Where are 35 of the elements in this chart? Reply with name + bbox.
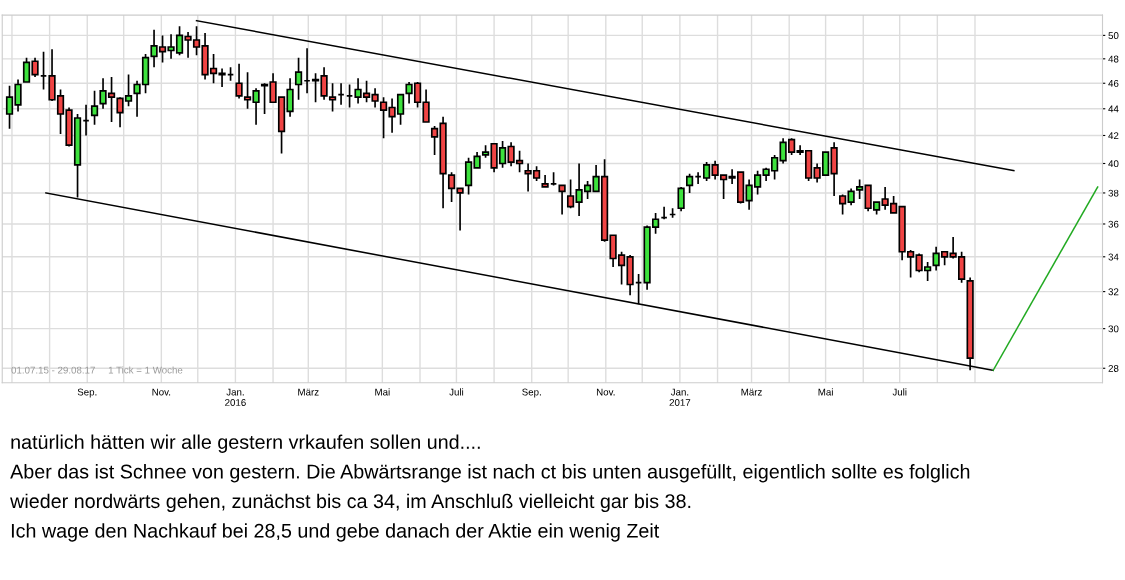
- y-tick-label: 38: [1108, 189, 1119, 197]
- y-tick-label: 46: [1108, 79, 1119, 87]
- x-tick-label: Sep.: [522, 388, 541, 398]
- y-tick-label: 32: [1108, 288, 1119, 296]
- x-tick-label: Mai: [375, 388, 390, 396]
- x-tick-label: Jan. 2016: [225, 388, 246, 406]
- x-tick-label: März: [298, 388, 319, 396]
- x-tick-label: Juli: [449, 388, 464, 396]
- y-tick-label: 40: [1108, 160, 1119, 168]
- y-tick-label: 34: [1108, 253, 1119, 261]
- x-tick-label: Juli: [892, 388, 907, 396]
- text: wieder nordwärts gehen, zunächst bis ca 34, im Anschluß vielleicht gar bis 38.: [10, 493, 691, 513]
- y-tick-label: 44: [1108, 105, 1119, 113]
- annotation: 01.07.15 - 29.08.17: [11, 366, 95, 374]
- x-tick-label: Nov.: [152, 388, 171, 396]
- candlestick: [90, 89, 99, 126]
- y-tick-label: 36: [1108, 220, 1119, 228]
- y-tick-label: 48: [1108, 55, 1119, 63]
- candlestick: [685, 172, 694, 194]
- x-tick-label: Nov.: [596, 388, 615, 396]
- x-tick-label: Jan. 2017: [669, 388, 691, 406]
- text: Ich wage den Nachkauf bei 28,5 und gebe danach der Aktie ein wenig Zeit: [11, 523, 660, 542]
- x-tick-label: Sep.: [77, 388, 97, 398]
- x-tick-label: Mai: [818, 388, 833, 396]
- text: natürlich hätten wir alle gestern vrkaufen sollen und....: [11, 434, 480, 453]
- x-tick-label: März: [741, 388, 762, 396]
- candlestick: [677, 186, 685, 213]
- text: Aber das ist Schnee von gestern. Die Abwärtsrange ist nach ct bis unten ausgefüllt, eigentlich sollte es folglich: [10, 464, 970, 483]
- candlestick: [294, 56, 303, 101]
- y-tick-label: 50: [1108, 32, 1119, 39]
- y-tick-label: 28: [1108, 365, 1119, 372]
- candlestick: [558, 184, 566, 216]
- y-tick-label: 30: [1108, 325, 1119, 333]
- annotation: 1 Tick = 1 Woche: [108, 366, 183, 374]
- y-tick-label: 42: [1108, 132, 1119, 140]
